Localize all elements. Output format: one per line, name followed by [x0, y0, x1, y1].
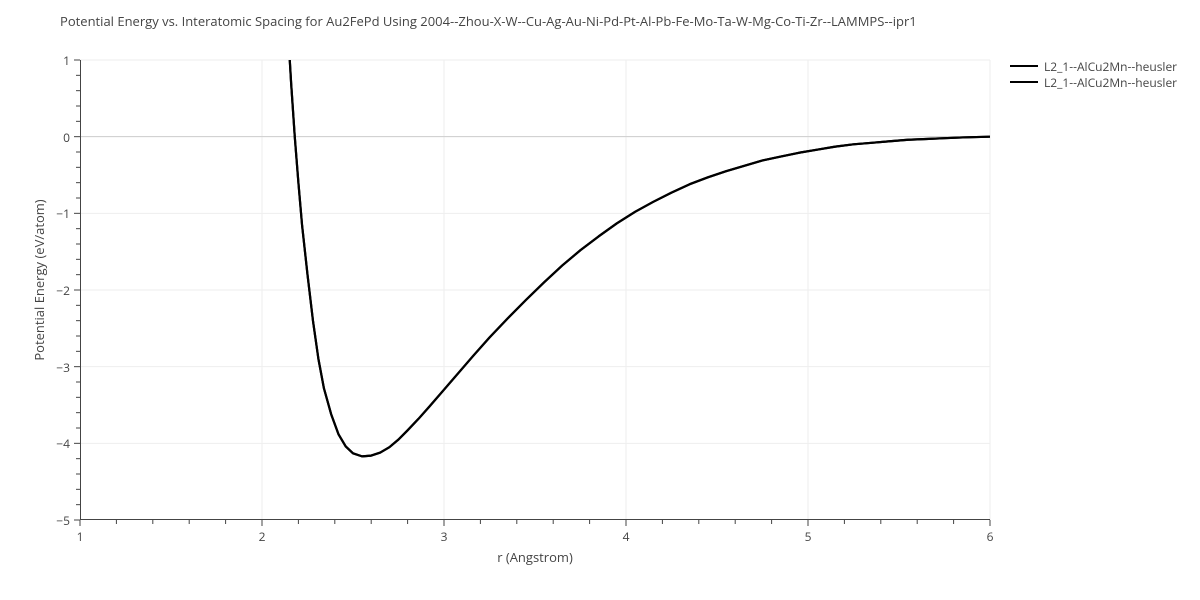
y-axis-label: Potential Energy (eV/atom) — [30, 180, 48, 380]
ytick-label: −5 — [56, 512, 70, 529]
xtick-label: 4 — [606, 528, 646, 545]
legend-item[interactable]: L2_1--AlCu2Mn--heusler — [1010, 58, 1177, 74]
xtick-label: 2 — [242, 528, 282, 545]
legend[interactable]: L2_1--AlCu2Mn--heuslerL2_1--AlCu2Mn--heu… — [1010, 58, 1177, 90]
series-line-1[interactable] — [287, 22, 990, 457]
plot-area[interactable] — [80, 60, 990, 520]
xtick-label: 6 — [970, 528, 1010, 545]
x-axis-label: r (Angstrom) — [475, 548, 595, 566]
chart-container: Potential Energy vs. Interatomic Spacing… — [0, 0, 1200, 600]
xtick-label: 1 — [60, 528, 100, 545]
ytick-label: −4 — [56, 435, 70, 452]
ytick-label: 1 — [63, 52, 70, 69]
xtick-label: 3 — [424, 528, 464, 545]
legend-swatch — [1010, 81, 1038, 83]
xtick-label: 5 — [788, 528, 828, 545]
series-line-0[interactable] — [287, 22, 990, 457]
legend-label: L2_1--AlCu2Mn--heusler — [1044, 74, 1177, 91]
chart-title: Potential Energy vs. Interatomic Spacing… — [60, 12, 917, 30]
ytick-label: 0 — [63, 129, 70, 146]
legend-item[interactable]: L2_1--AlCu2Mn--heusler — [1010, 74, 1177, 90]
ytick-label: −3 — [56, 359, 70, 376]
legend-swatch — [1010, 65, 1038, 67]
ytick-label: −2 — [56, 282, 70, 299]
legend-label: L2_1--AlCu2Mn--heusler — [1044, 58, 1177, 75]
ytick-label: −1 — [56, 205, 70, 222]
